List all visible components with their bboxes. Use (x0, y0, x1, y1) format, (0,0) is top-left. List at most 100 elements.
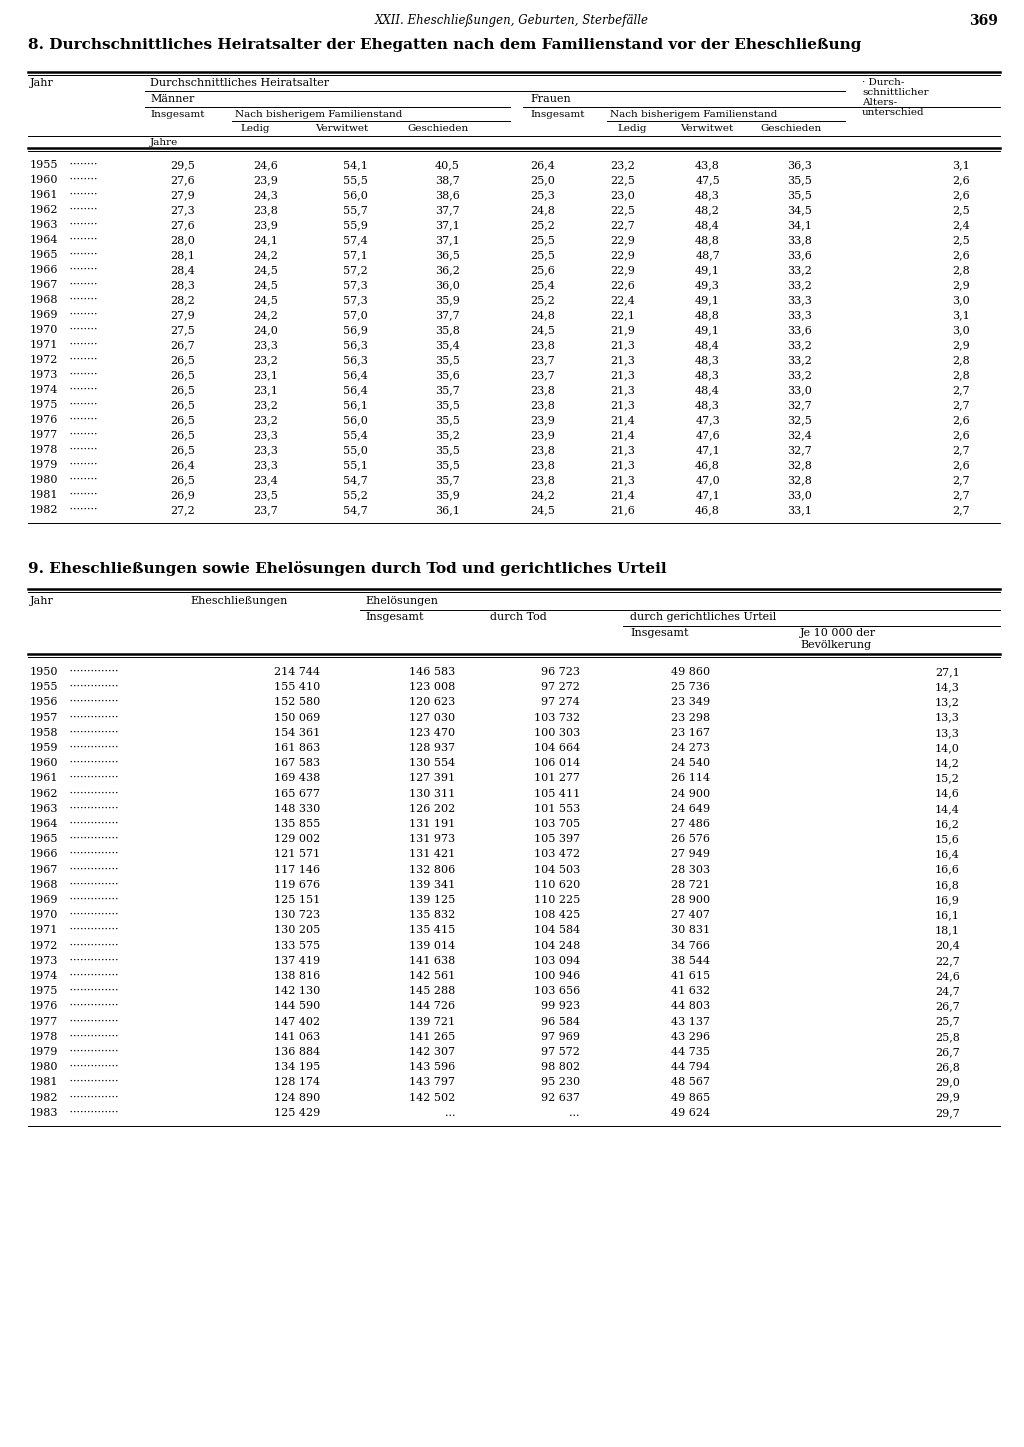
Text: ········: ········ (66, 220, 97, 230)
Text: 33,3: 33,3 (787, 310, 812, 320)
Text: Insgesamt: Insgesamt (365, 612, 424, 622)
Text: 33,2: 33,2 (787, 265, 812, 275)
Text: 131 421: 131 421 (409, 849, 455, 860)
Text: 134 195: 134 195 (273, 1062, 319, 1072)
Text: ········: ········ (66, 415, 97, 425)
Text: 18,1: 18,1 (935, 926, 961, 935)
Text: 1976: 1976 (30, 1001, 58, 1011)
Text: 133 575: 133 575 (273, 941, 319, 951)
Text: 27,1: 27,1 (935, 667, 961, 677)
Text: ··············: ·············· (66, 941, 119, 951)
Text: 97 272: 97 272 (541, 682, 580, 692)
Text: 24 273: 24 273 (671, 742, 710, 752)
Text: 1961: 1961 (30, 190, 58, 200)
Text: 49 865: 49 865 (671, 1092, 710, 1103)
Text: 3,1: 3,1 (952, 161, 970, 169)
Text: 23,7: 23,7 (253, 505, 278, 515)
Text: 25,7: 25,7 (935, 1017, 961, 1026)
Text: Jahre: Jahre (150, 137, 178, 148)
Text: 125 151: 125 151 (273, 896, 319, 904)
Text: 142 130: 142 130 (273, 987, 319, 996)
Text: 48,3: 48,3 (695, 399, 720, 410)
Text: 23,3: 23,3 (253, 446, 278, 454)
Text: Ledig: Ledig (617, 124, 646, 133)
Text: 127 030: 127 030 (409, 712, 455, 722)
Text: 37,7: 37,7 (435, 310, 460, 320)
Text: 33,3: 33,3 (787, 295, 812, 305)
Text: 2,7: 2,7 (952, 475, 970, 485)
Text: 35,9: 35,9 (435, 491, 460, 501)
Text: 2,7: 2,7 (952, 505, 970, 515)
Text: 119 676: 119 676 (273, 880, 319, 890)
Text: 48,8: 48,8 (695, 310, 720, 320)
Text: durch Tod: durch Tod (490, 612, 547, 622)
Text: 27,6: 27,6 (170, 220, 195, 230)
Text: 16,8: 16,8 (935, 880, 961, 890)
Text: 135 855: 135 855 (273, 819, 319, 829)
Text: 104 584: 104 584 (534, 926, 580, 935)
Text: ··············: ·············· (66, 712, 119, 722)
Text: 1978: 1978 (30, 446, 58, 454)
Text: 121 571: 121 571 (273, 849, 319, 860)
Text: 23,2: 23,2 (253, 415, 278, 425)
Text: 369: 369 (969, 14, 998, 27)
Text: 33,6: 33,6 (787, 250, 812, 260)
Text: 101 553: 101 553 (534, 803, 580, 813)
Text: 145 288: 145 288 (409, 987, 455, 996)
Text: 43,8: 43,8 (695, 161, 720, 169)
Text: 1981: 1981 (30, 1078, 58, 1087)
Text: 26,5: 26,5 (170, 399, 195, 410)
Text: Alters-: Alters- (862, 98, 897, 107)
Text: 142 502: 142 502 (409, 1092, 455, 1103)
Text: 28,4: 28,4 (170, 265, 195, 275)
Text: 167 583: 167 583 (273, 758, 319, 768)
Text: 13,2: 13,2 (935, 697, 961, 708)
Text: 15,6: 15,6 (935, 835, 961, 844)
Text: 55,1: 55,1 (343, 460, 368, 470)
Text: 138 816: 138 816 (273, 971, 319, 981)
Text: 2,6: 2,6 (952, 415, 970, 425)
Text: 22,7: 22,7 (610, 220, 635, 230)
Text: 24,7: 24,7 (935, 987, 961, 996)
Text: Insgesamt: Insgesamt (530, 110, 585, 119)
Text: 155 410: 155 410 (273, 682, 319, 692)
Text: 47,5: 47,5 (695, 175, 720, 185)
Text: 56,4: 56,4 (343, 370, 368, 381)
Text: ··············: ·············· (66, 896, 119, 904)
Text: 55,7: 55,7 (343, 205, 368, 216)
Text: ··············: ·············· (66, 697, 119, 708)
Text: 37,1: 37,1 (435, 220, 460, 230)
Text: 33,2: 33,2 (787, 340, 812, 350)
Text: 27,6: 27,6 (170, 175, 195, 185)
Text: 35,7: 35,7 (435, 385, 460, 395)
Text: 28,1: 28,1 (170, 250, 195, 260)
Text: 29,7: 29,7 (935, 1108, 961, 1117)
Text: 22,1: 22,1 (610, 310, 635, 320)
Text: 25,0: 25,0 (530, 175, 555, 185)
Text: ········: ········ (66, 399, 97, 410)
Text: 169 438: 169 438 (273, 773, 319, 783)
Text: 48 567: 48 567 (671, 1078, 710, 1087)
Text: ··············: ·············· (66, 758, 119, 768)
Text: 28,3: 28,3 (170, 281, 195, 289)
Text: 1965: 1965 (30, 835, 58, 844)
Text: 21,4: 21,4 (610, 491, 635, 501)
Text: 35,9: 35,9 (435, 295, 460, 305)
Text: 1960: 1960 (30, 758, 58, 768)
Text: 21,3: 21,3 (610, 460, 635, 470)
Text: 56,0: 56,0 (343, 190, 368, 200)
Text: 56,9: 56,9 (343, 326, 368, 336)
Text: 33,8: 33,8 (787, 234, 812, 245)
Text: 23,5: 23,5 (253, 491, 278, 501)
Text: ········: ········ (66, 250, 97, 260)
Text: 103 472: 103 472 (534, 849, 580, 860)
Text: 22,9: 22,9 (610, 265, 635, 275)
Text: 24,0: 24,0 (253, 326, 278, 336)
Text: 26,4: 26,4 (170, 460, 195, 470)
Text: 24,5: 24,5 (530, 505, 555, 515)
Text: 27,3: 27,3 (170, 205, 195, 216)
Text: 32,7: 32,7 (787, 446, 812, 454)
Text: 26 114: 26 114 (671, 773, 710, 783)
Text: 24,5: 24,5 (253, 281, 278, 289)
Text: 137 419: 137 419 (273, 956, 319, 965)
